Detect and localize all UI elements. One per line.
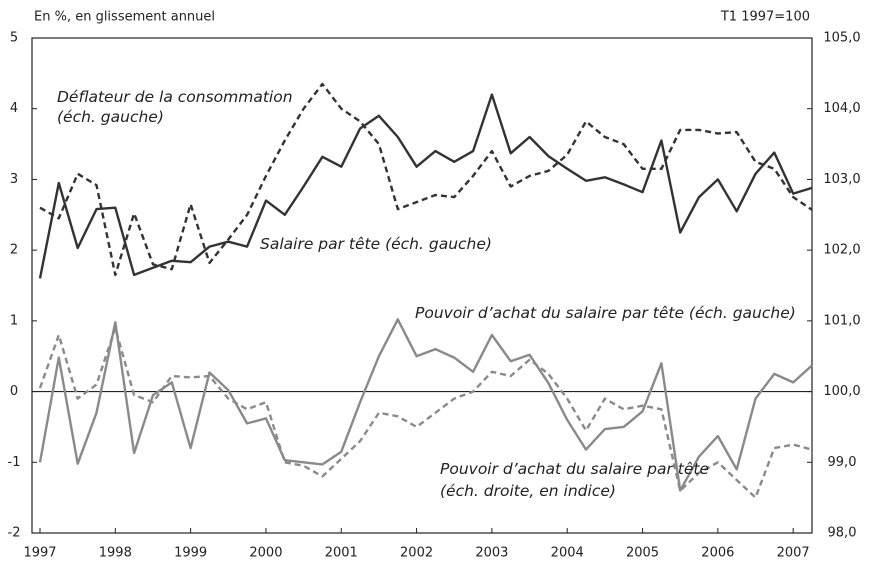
y-tick-label: -2 <box>8 526 21 541</box>
y-tick-label: 2 <box>10 243 18 258</box>
annotation: Salaire par tête (éch. gauche) <box>260 235 492 253</box>
series-line <box>39 82 813 277</box>
y-tick-label: 0 <box>10 384 18 399</box>
y-tick-label: -1 <box>8 455 21 470</box>
x-tick-label: 2007 <box>777 546 810 561</box>
y-tick-label: 4 <box>10 101 18 116</box>
plot-frame <box>31 37 813 534</box>
y-tick-label: 3 <box>10 172 18 187</box>
x-tick-label: 2001 <box>325 546 358 561</box>
x-tick-label: 1997 <box>23 546 56 561</box>
x-tick-label: 1998 <box>99 546 132 561</box>
y2-tick-label: 101,0 <box>823 313 860 328</box>
y-tick-label: 1 <box>10 313 18 328</box>
x-tick-label: 2004 <box>551 546 584 561</box>
x-tick-label: 2006 <box>701 546 734 561</box>
series-line <box>38 93 813 279</box>
x-tick-label: 2005 <box>626 546 659 561</box>
y2-tick-label: 98,0 <box>828 526 857 541</box>
x-tick-label: 2002 <box>400 546 433 561</box>
annotation: (éch. droite, en indice) <box>440 482 616 500</box>
x-tick-label: 2000 <box>249 546 282 561</box>
y2-tick-label: 105,0 <box>823 31 860 46</box>
series-line <box>38 318 813 492</box>
y2-tick-label: 103,0 <box>823 172 860 187</box>
y2-tick-label: 99,0 <box>828 455 857 470</box>
header-left: En %, en glissement annuel <box>34 10 215 25</box>
annotation: Déflateur de la consommation <box>57 88 293 106</box>
header-right: T1 1997=100 <box>720 10 810 25</box>
annotation: (éch. gauche) <box>57 108 164 126</box>
annotation: Pouvoir d’achat du salaire par tête <box>440 460 709 478</box>
x-tick-label: 1999 <box>174 546 207 561</box>
annotation: Pouvoir d’achat du salaire par tête (éch… <box>415 304 796 322</box>
y2-tick-label: 102,0 <box>823 243 860 258</box>
x-tick-label: 2003 <box>475 546 508 561</box>
series-line <box>38 326 813 499</box>
y2-tick-label: 104,0 <box>823 101 860 116</box>
y-tick-label: 5 <box>10 31 18 46</box>
y2-tick-label: 100,0 <box>823 384 860 399</box>
